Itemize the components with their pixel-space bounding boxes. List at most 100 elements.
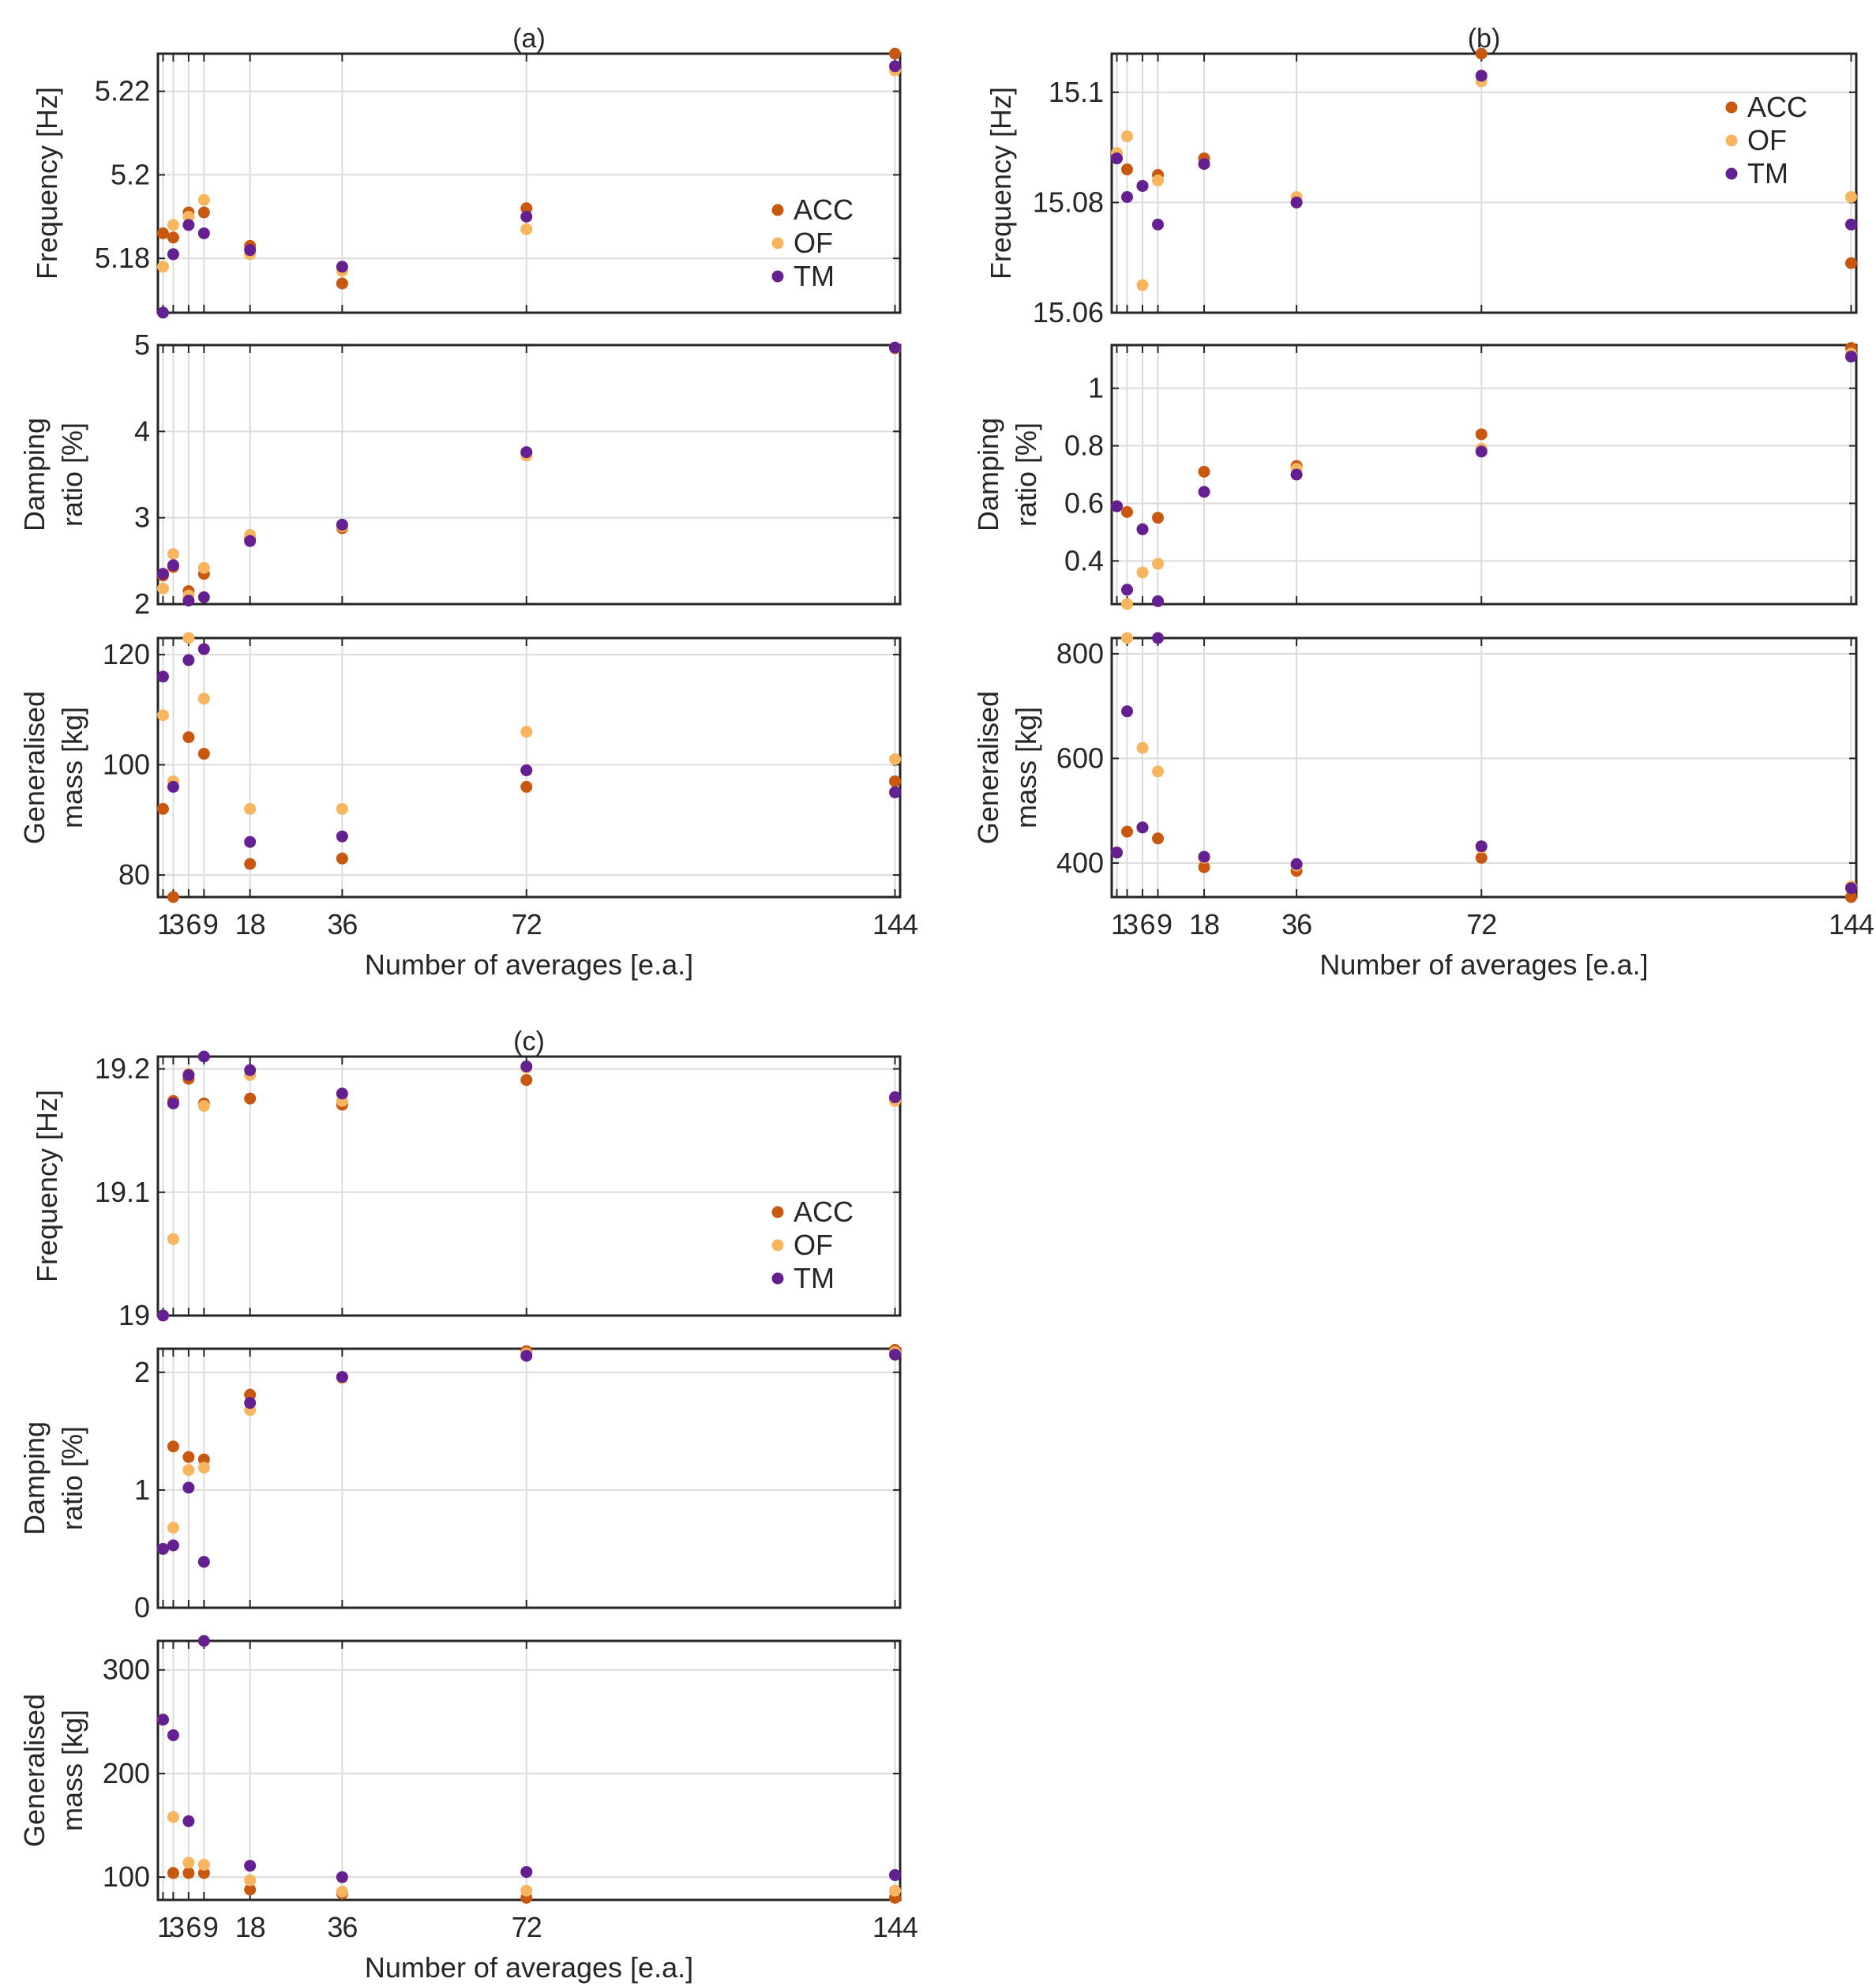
- data-point-tm: [1290, 858, 1303, 870]
- data-point-of: [182, 1856, 195, 1869]
- y-tick-label: 19.1: [95, 1176, 150, 1208]
- subplot-0: 19 19.1 19.2 Frequency [Hz]: [31, 1050, 902, 1331]
- data-point-tm: [182, 654, 195, 666]
- data-point-of: [1121, 632, 1134, 644]
- data-point-acc: [1121, 505, 1134, 518]
- data-point-tm: [520, 446, 533, 459]
- legend-marker-tm: [771, 270, 784, 283]
- data-point-acc: [336, 852, 348, 865]
- data-point-acc: [1121, 825, 1134, 838]
- data-point-tm: [1475, 69, 1488, 82]
- y-axis-label: Damping ratio [%]: [18, 418, 88, 531]
- data-point-tm: [167, 780, 179, 793]
- data-point-of: [520, 223, 533, 235]
- data-point-tm: [244, 1397, 257, 1410]
- data-point-of: [520, 1884, 533, 1897]
- y-tick-label: 120: [103, 638, 150, 670]
- data-point-acc: [1475, 428, 1488, 441]
- y-tick-label: 19: [118, 1299, 150, 1331]
- data-point-acc: [197, 1867, 210, 1879]
- data-point-acc: [1475, 851, 1488, 864]
- subplot-0: 15.06 15.08 15.1 Frequency [Hz]: [985, 47, 1858, 328]
- data-point-tm: [889, 60, 902, 73]
- data-point-tm: [156, 1542, 169, 1555]
- data-point-tm: [1290, 468, 1303, 481]
- axes-frame: [156, 344, 902, 606]
- data-point-tm: [889, 341, 902, 354]
- data-point-tm: [520, 1060, 533, 1072]
- data-point-tm: [1111, 500, 1124, 512]
- data-point-tm: [167, 559, 179, 572]
- data-point-acc: [889, 775, 902, 787]
- data-point-tm: [197, 1050, 210, 1063]
- axes-background: [158, 1349, 900, 1608]
- data-point-acc: [182, 731, 195, 744]
- axes-frame: [156, 636, 902, 899]
- y-axis-label: Generalised mass [kg]: [18, 691, 88, 844]
- x-tick-label: 18: [235, 1911, 265, 1943]
- data-point-of: [197, 1858, 210, 1871]
- data-point-tm: [1844, 218, 1857, 231]
- x-tick-label: 9: [203, 1911, 218, 1943]
- y-axis-label-line: Generalised: [972, 691, 1004, 844]
- y-tick-label: 100: [103, 749, 150, 781]
- data-point-of: [1121, 130, 1134, 143]
- data-point-tm: [520, 210, 533, 223]
- y-axis-label-line: Damping: [18, 418, 51, 531]
- y-tick-label: 0.6: [1064, 486, 1104, 519]
- data-point-acc: [197, 1453, 210, 1466]
- data-point-tm: [336, 1871, 348, 1883]
- data-point-tm: [1152, 595, 1165, 607]
- data-point-of: [336, 1886, 348, 1898]
- x-tick-label: 3: [169, 1911, 184, 1943]
- y-tick-label: 5.22: [95, 75, 150, 107]
- y-axis-label-line: ratio [%]: [56, 422, 88, 527]
- data-point-of: [167, 1233, 179, 1245]
- data-point-tm: [167, 1729, 179, 1741]
- data-point-tm: [156, 1714, 169, 1726]
- x-tick-label: 9: [203, 908, 218, 940]
- data-point-tm: [1844, 351, 1857, 363]
- x-tick-label: 6: [186, 1911, 201, 1943]
- y-tick-label: 15.1: [1049, 76, 1104, 108]
- data-point-acc: [167, 231, 179, 244]
- data-point-of: [197, 193, 210, 206]
- data-point-acc: [1844, 257, 1857, 269]
- data-point-of: [156, 582, 169, 595]
- data-point-of: [336, 802, 348, 815]
- data-point-of: [197, 1462, 210, 1474]
- data-point-tm: [336, 1371, 348, 1383]
- data-point-acc: [1121, 163, 1134, 176]
- data-point-acc: [167, 1440, 179, 1453]
- axes-frame: [156, 52, 902, 314]
- y-tick-label: 0: [134, 1591, 150, 1624]
- x-tick-label: 6: [186, 908, 201, 940]
- data-point-acc: [1198, 861, 1210, 873]
- data-point-tm: [1475, 445, 1488, 458]
- legend-marker-tm: [771, 1272, 784, 1285]
- data-point-tm: [182, 1815, 195, 1827]
- data-point-tm: [1111, 847, 1124, 859]
- data-point-of: [182, 210, 195, 223]
- y-axis-label-line: Generalised: [18, 1694, 51, 1847]
- data-point-acc: [244, 858, 257, 870]
- data-point-tm: [1475, 840, 1488, 853]
- legend-marker-acc: [771, 1206, 784, 1218]
- data-point-of: [1136, 741, 1149, 754]
- y-tick-label: 100: [103, 1860, 150, 1893]
- x-tick-label: 36: [327, 1911, 357, 1943]
- legend-label-tm: TM: [794, 1262, 835, 1294]
- x-tick-label: 6: [1140, 908, 1155, 940]
- data-point-tm: [197, 643, 210, 655]
- x-tick-label: 144: [1829, 908, 1874, 940]
- x-axis-label: Number of averages [e.a.]: [1319, 948, 1648, 981]
- y-axis-label-line: Damping: [18, 1421, 51, 1535]
- data-point-of: [889, 753, 902, 766]
- data-point-tm: [244, 244, 257, 257]
- y-tick-label: 800: [1056, 637, 1104, 670]
- x-tick-label: 3: [169, 908, 184, 940]
- legend-marker-tm: [1725, 167, 1738, 180]
- x-tick-label: 1: [1111, 908, 1126, 940]
